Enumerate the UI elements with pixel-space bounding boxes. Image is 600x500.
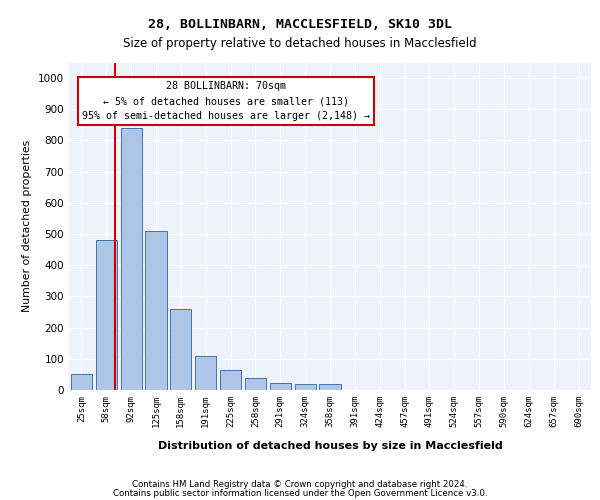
Bar (145, 231, 167, 390)
Text: 28, BOLLINBARN, MACCLESFIELD, SK10 3DL: 28, BOLLINBARN, MACCLESFIELD, SK10 3DL (148, 18, 452, 30)
Text: Size of property relative to detached houses in Macclesfield: Size of property relative to detached ho… (123, 38, 477, 51)
Bar (71, 374, 92, 390)
Bar (270, 383, 291, 390)
Bar (96, 240, 117, 390)
Bar (121, 128, 142, 390)
Bar (319, 384, 341, 390)
Bar (220, 370, 241, 390)
Text: Contains public sector information licensed under the Open Government Licence v3: Contains public sector information licen… (113, 488, 487, 498)
Y-axis label: Number of detached properties: Number of detached properties (22, 140, 32, 312)
Bar (295, 384, 316, 390)
Bar (195, 356, 216, 390)
Bar (170, 309, 191, 390)
Text: 28 BOLLINBARN: 70sqm
← 5% of detached houses are smaller (113)
95% of semi-detac: 28 BOLLINBARN: 70sqm ← 5% of detached ho… (82, 81, 370, 121)
Text: Contains HM Land Registry data © Crown copyright and database right 2024.: Contains HM Land Registry data © Crown c… (132, 480, 468, 489)
Bar (245, 378, 266, 390)
X-axis label: Distribution of detached houses by size in Macclesfield: Distribution of detached houses by size … (158, 441, 502, 451)
